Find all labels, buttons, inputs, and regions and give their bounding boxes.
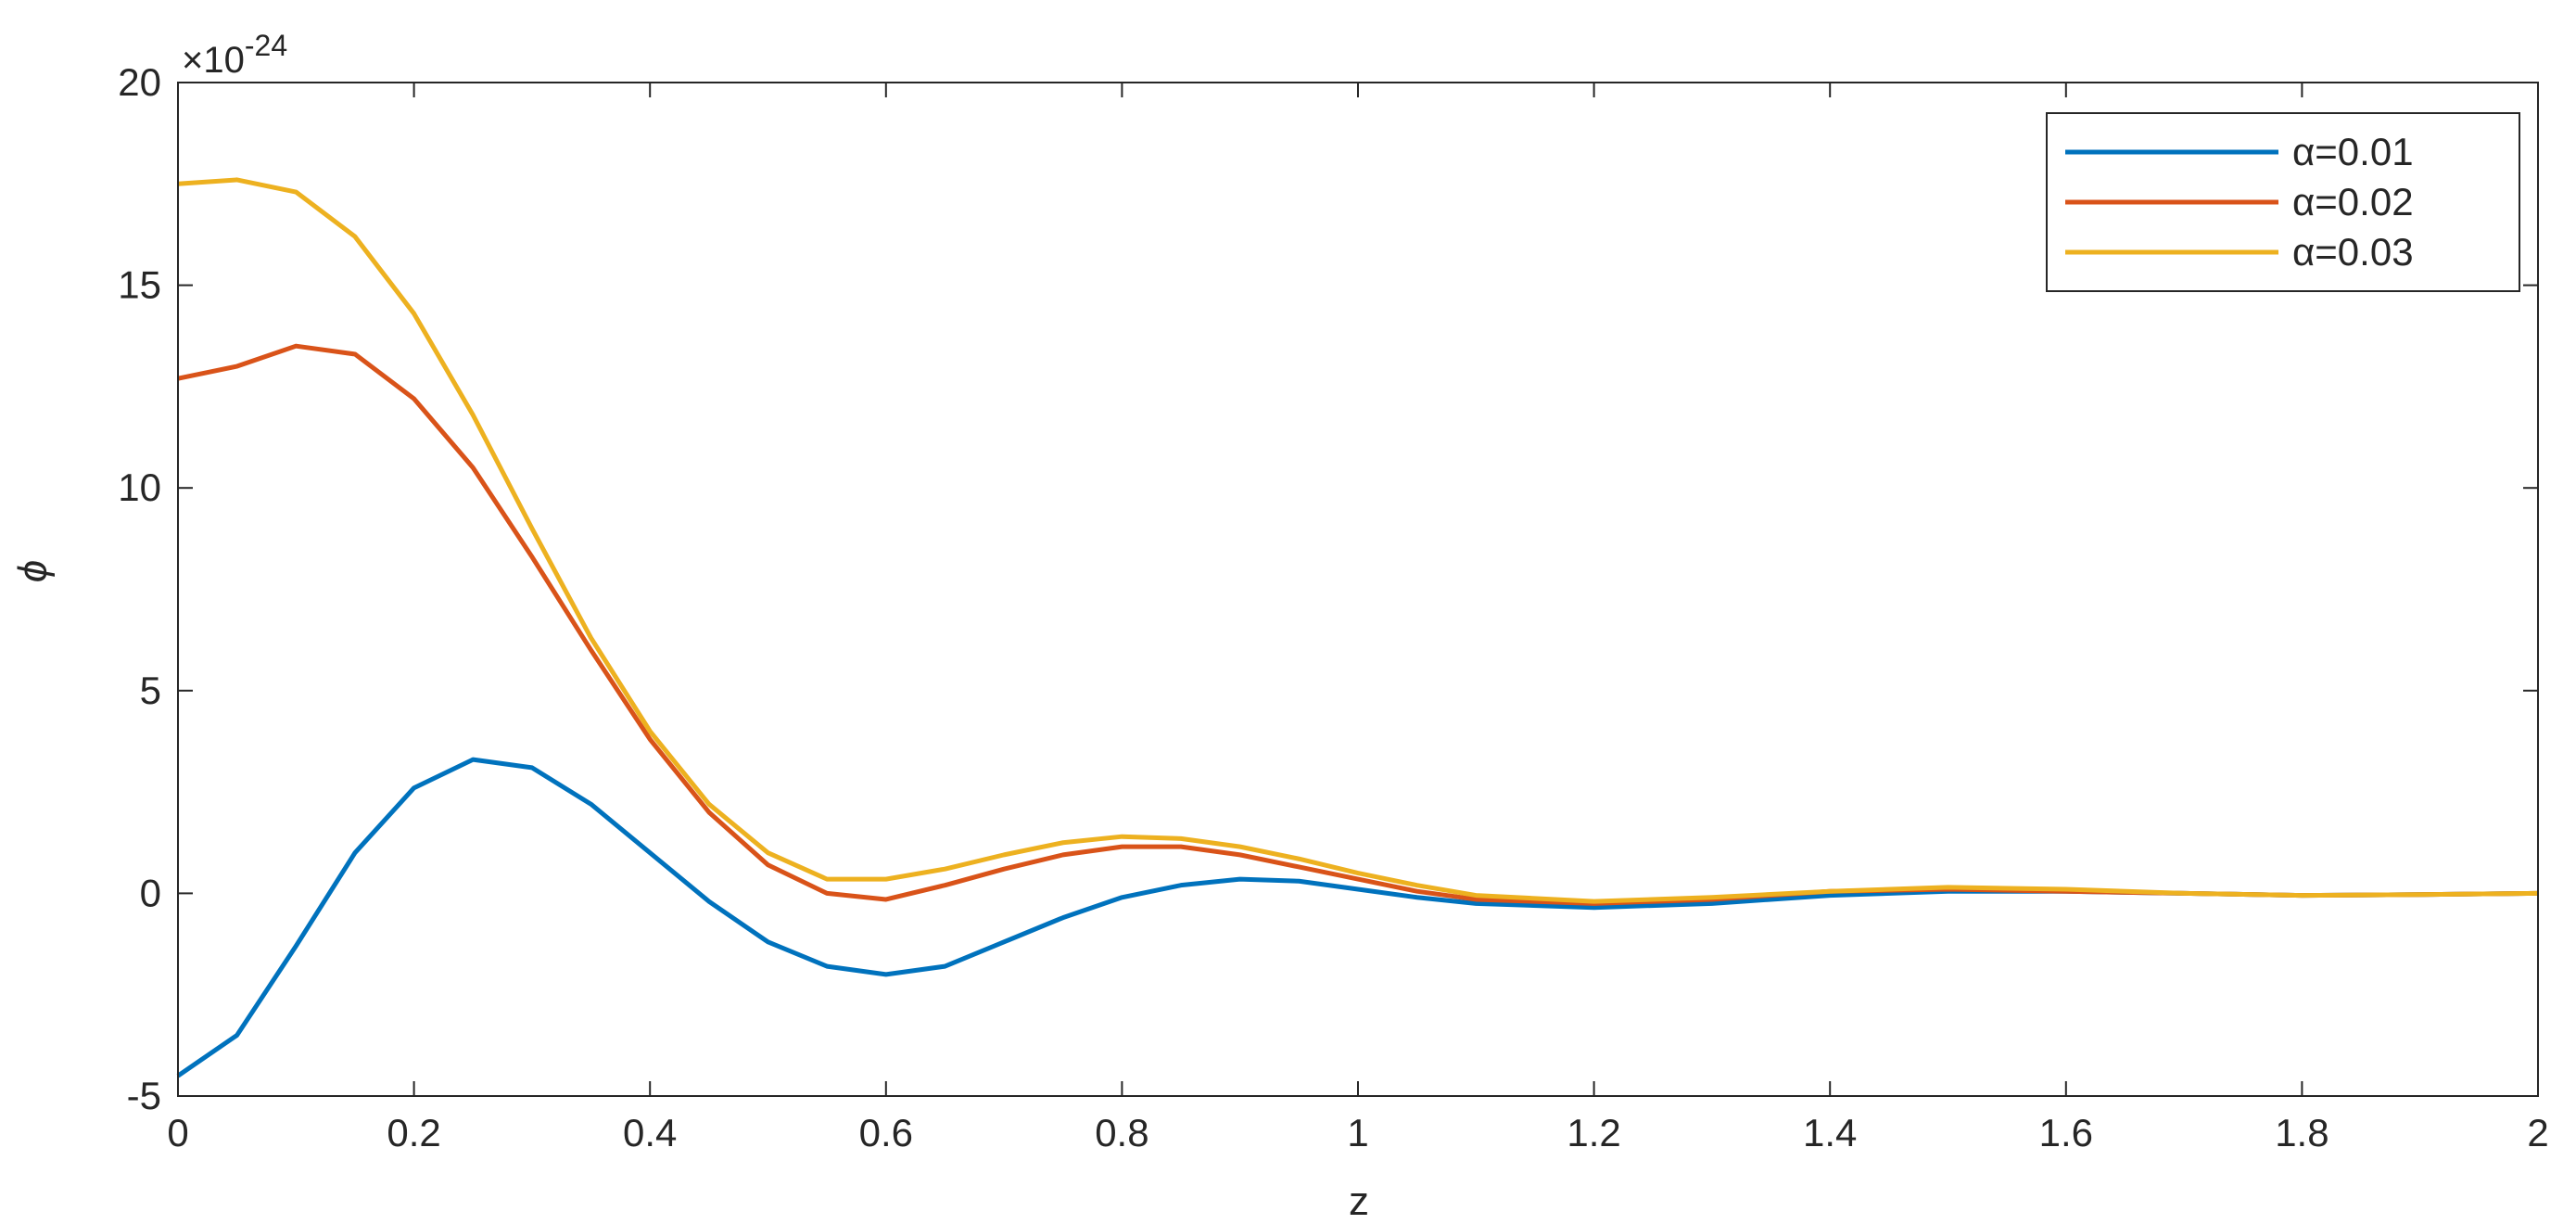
x-tick-label: 0	[167, 1111, 188, 1154]
x-tick-label: 0.2	[387, 1111, 440, 1154]
legend-label: α=0.02	[2292, 180, 2414, 223]
y-scale-base: ×10	[182, 40, 245, 81]
legend-label: α=0.03	[2292, 230, 2414, 274]
x-tick-label: 1.6	[2039, 1111, 2093, 1154]
x-tick-label: 1.8	[2275, 1111, 2329, 1154]
y-tick-label: 15	[118, 263, 161, 307]
x-tick-label: 0.4	[623, 1111, 677, 1154]
series-line	[177, 343, 2539, 906]
legend-label: α=0.01	[2292, 130, 2414, 173]
x-tick-label: 1.2	[1567, 1111, 1620, 1154]
x-tick-label: 2	[2527, 1111, 2548, 1154]
series-line	[176, 757, 2539, 1078]
x-axis-label: z	[1349, 1179, 1369, 1224]
y-scale-label: ×10-24	[182, 29, 287, 81]
y-tick-label: 20	[118, 60, 161, 104]
x-tick-label: 1	[1347, 1111, 1368, 1154]
y-tick-label: -5	[127, 1074, 161, 1117]
plot-frame	[177, 82, 2539, 1097]
x-tick-label: 1.4	[1803, 1111, 1857, 1154]
x-tick-label: 0.6	[859, 1111, 913, 1154]
y-scale-power: -24	[245, 29, 287, 62]
y-tick-label: 5	[140, 669, 161, 712]
x-tick-label: 0.8	[1095, 1111, 1148, 1154]
legend: α=0.01 α=0.02 α=0.03	[2046, 112, 2520, 292]
y-axis-label: ϕ	[10, 560, 56, 582]
y-tick-label: 10	[118, 465, 161, 509]
y-tick-label: 0	[140, 871, 161, 914]
series-line	[177, 177, 2539, 904]
